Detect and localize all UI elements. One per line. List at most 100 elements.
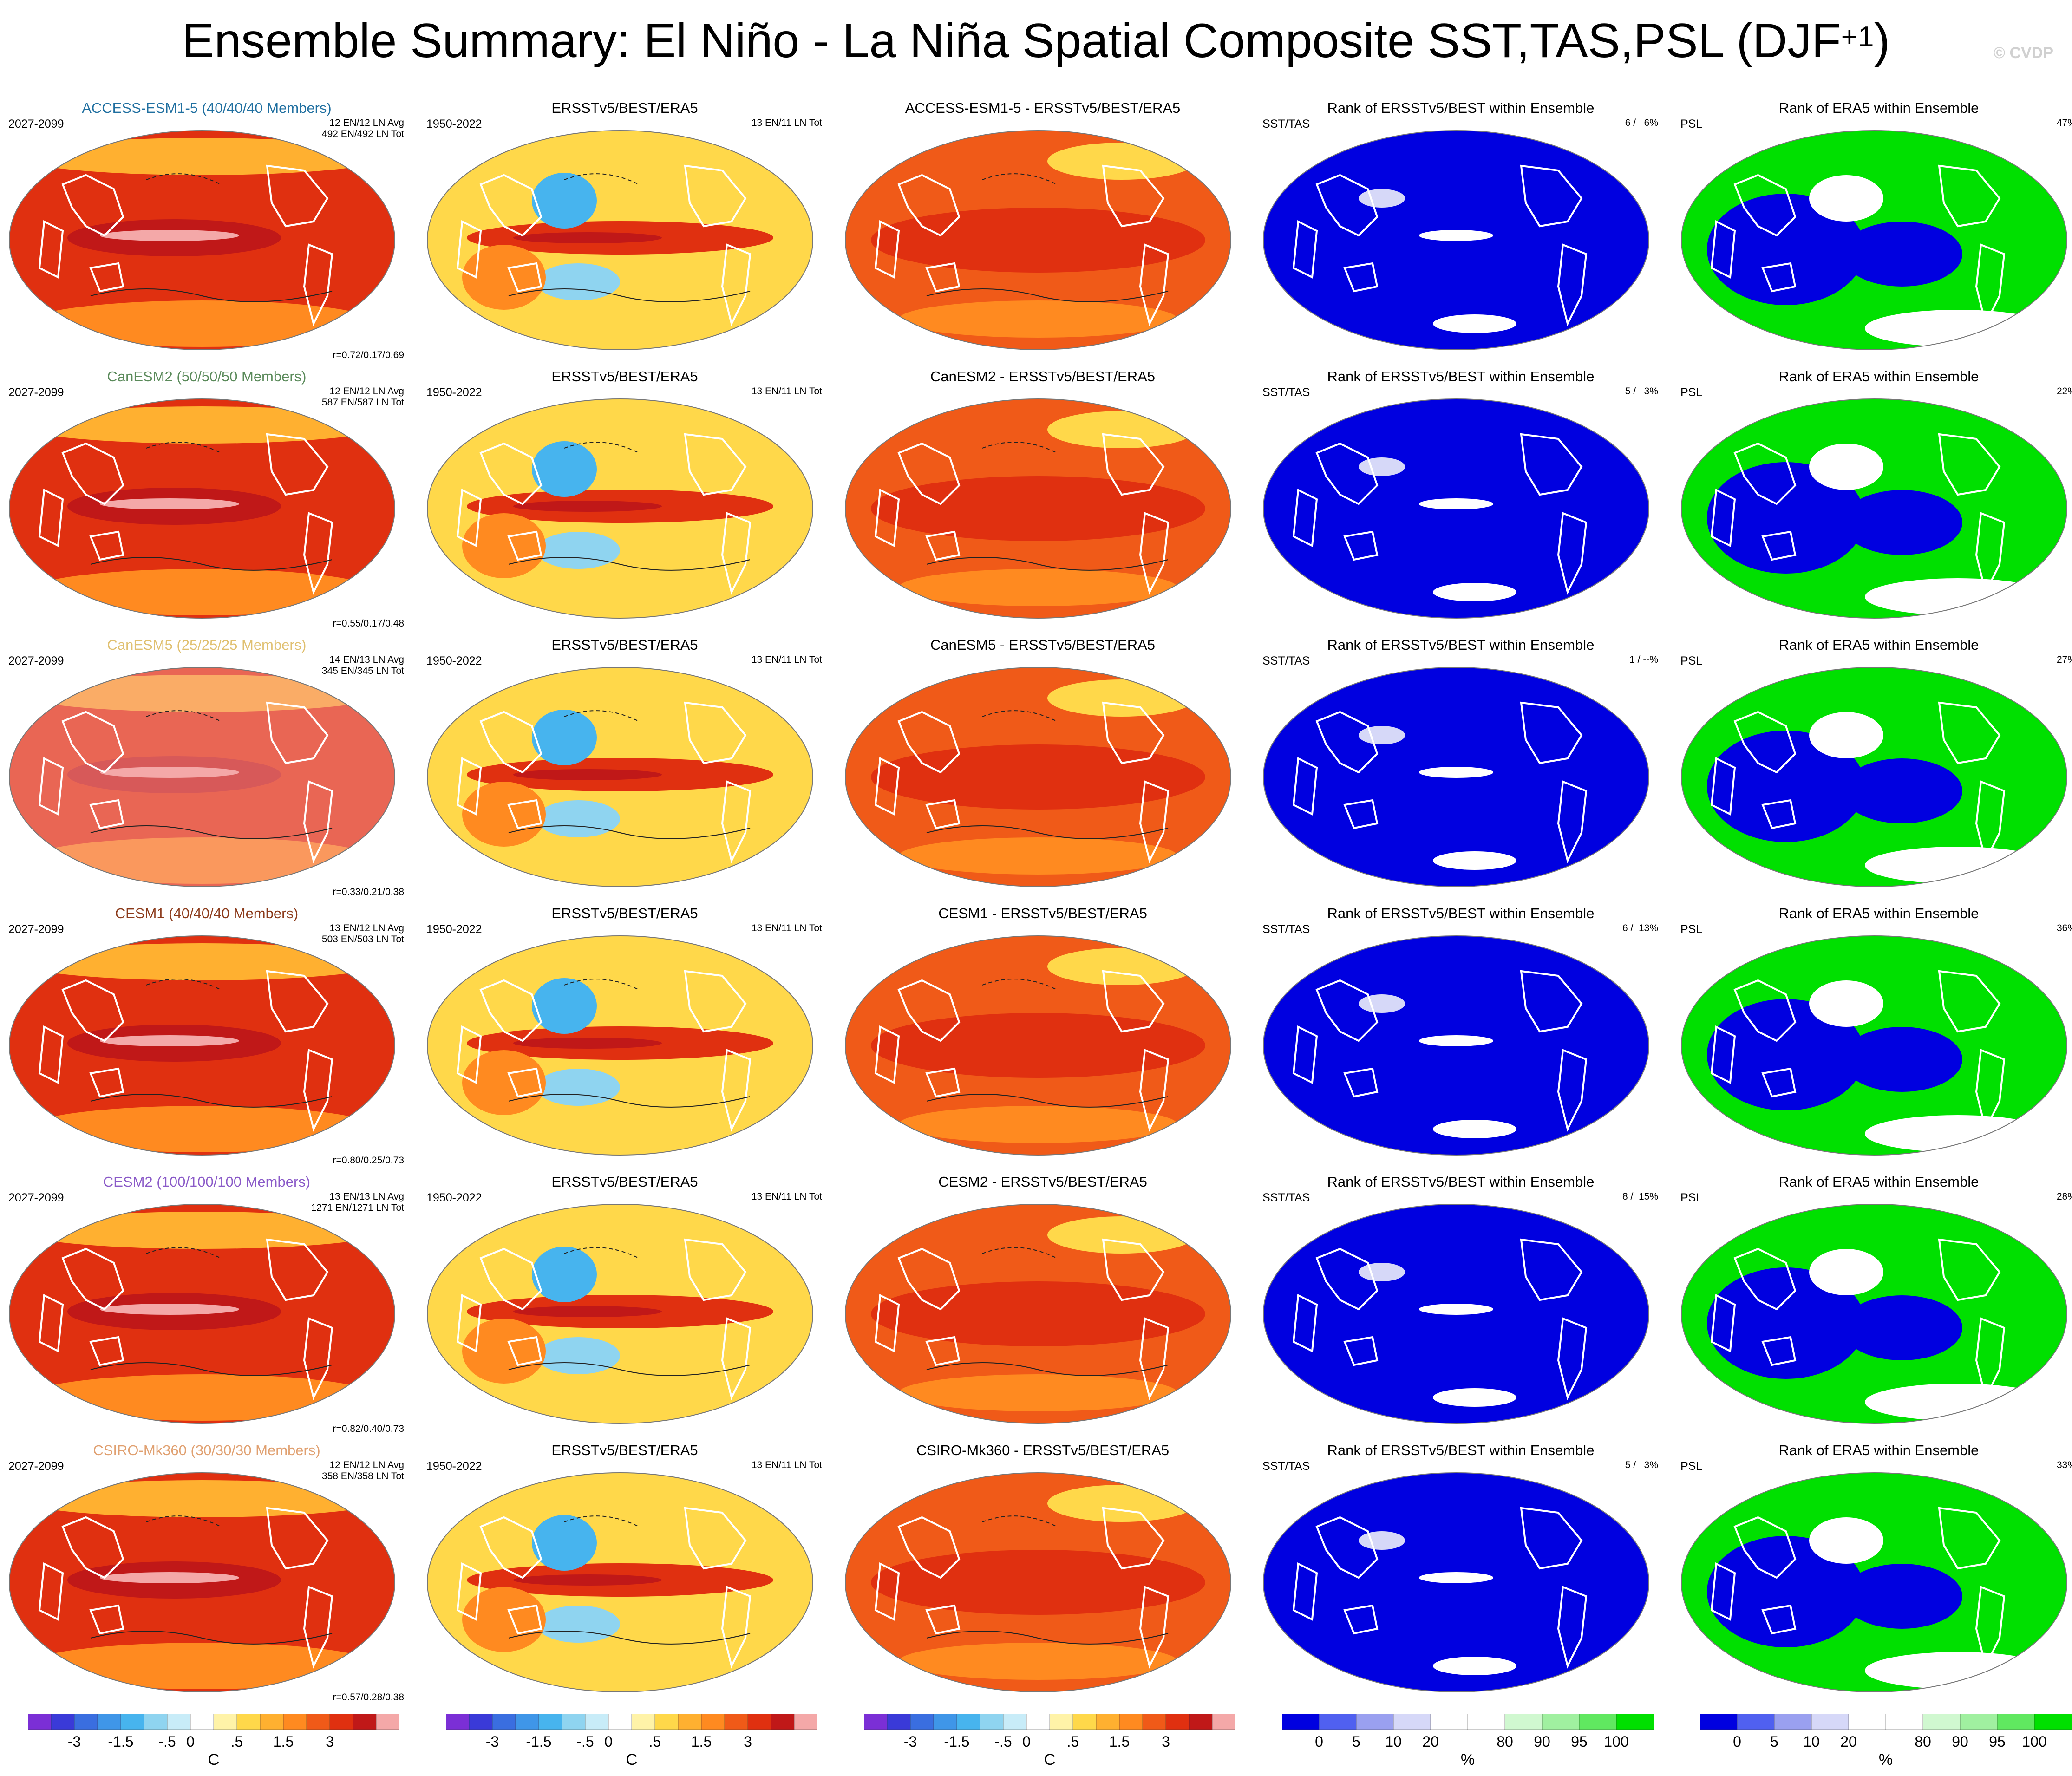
asia-outline [479,1247,543,1311]
colorbar-swatch [747,1714,771,1730]
map-border [1681,667,2067,887]
psl-contour [926,557,1169,571]
period-label: 2027-2099 [8,1191,64,1204]
north-america-outline [1520,1507,1583,1570]
panel-title: Rank of ERA5 within Ensemble [1778,368,1979,385]
australia-outline [925,1067,961,1098]
panel-rankpsl-row-4: Rank of ERA5 within Ensemble PSL 36% [1672,905,2072,1172]
map-border [9,935,395,1156]
panel-title: ERSSTv5/BEST/ERA5 [551,905,698,921]
globe-map [9,398,395,619]
psl-contour [508,1362,751,1376]
map-ranksst [1261,934,1651,1157]
north-america-outline [1102,1507,1165,1570]
map-border [845,1472,1231,1692]
north-america-outline [1938,1507,2001,1570]
north-america-outline [1938,433,2001,496]
map-diff [843,397,1233,620]
colorbar-swatch [1848,1714,1886,1730]
asia-outline [1733,1516,1797,1579]
arctic-diff [1047,948,1196,985]
north-america-outline [266,1507,329,1570]
panel-title: Rank of ERSSTv5/BEST within Ensemble [1327,1174,1595,1190]
period-label: SST/TAS [1262,118,1310,131]
rank-white-eq [1419,498,1493,509]
period-label: SST/TAS [1262,1460,1310,1473]
asia-outline [61,1516,124,1579]
panel-model-row-1: ACCESS-ESM1-5 (40/40/40 Members) 2027-209… [0,100,413,367]
asia-outline [1315,442,1379,505]
rank-low-central [1842,1564,1962,1629]
period-label: SST/TAS [1262,923,1310,936]
rank-value: 47% [2056,118,2072,128]
rank-low-west [1707,194,1865,305]
rank-value: 36% [2056,923,2072,934]
australia-outline [1343,1067,1379,1098]
temp-colorbar-2: -3 -1.5 -.5 0 .5 1.5 3 C [446,1714,817,1769]
event-count: 13 EN/12 LN Avg 503 EN/503 LN Tot [322,923,404,945]
map-border [845,130,1231,350]
panel-model-row-3: CanESM5 (25/25/25 Members) 2027-2099 14 EN… [0,637,413,904]
north-america-outline [1102,970,1165,1033]
colorbar-tick-label: 100 [2022,1733,2047,1750]
rank-value: 28% [2056,1191,2072,1202]
colorbar-swatch [864,1714,888,1730]
period-label: 2027-2099 [8,118,64,131]
map-border [1681,398,2067,619]
arctic-field [16,1480,388,1517]
panel-obs-row-3: ERSSTv5/BEST/ERA5 1950-2022 13 EN/11 LN To… [418,637,831,904]
period-label: PSL [1680,118,1703,131]
period-label: SST/TAS [1262,386,1310,399]
south-america-outline [1557,780,1588,863]
temp-colorbar-1: -3 -1.5 -.5 0 .5 1.5 3 C [28,1714,399,1769]
panel-diff-row-4: CESM1 - ERSSTv5/BEST/ERA5 [836,905,1249,1172]
equatorial-core [513,1574,662,1586]
map-border [427,1204,813,1424]
globe-map [1681,935,2067,1156]
psl-contour [508,1631,751,1645]
map-diff [843,934,1233,1157]
map-obs [425,397,815,620]
rank-white-south [1433,314,1516,333]
north-america-outline [1938,970,2001,1033]
africa-outline [1292,757,1318,816]
map-rankpsl [1679,666,2069,888]
rank-mid-patch [1809,1517,1883,1564]
psl-contour [926,1362,1169,1376]
colorbar-swatch [701,1714,725,1730]
psl-contour [508,288,751,302]
africa-outline [1292,1562,1318,1621]
australia-outline [507,1336,543,1366]
map-border [9,398,395,619]
colorbar-tick-label: 90 [1534,1733,1550,1750]
panel-title: Rank of ERA5 within Ensemble [1778,1174,1979,1190]
colorbar-tick-label: 95 [1571,1733,1588,1750]
rank-low-west [1707,1536,1865,1647]
panel-model-row-6: CSIRO-Mk360 (30/30/30 Members) 2027-2099 1… [0,1442,413,1709]
australia-outline [1343,262,1379,293]
south-america-outline [1557,1586,1588,1669]
asia-outline [1315,979,1379,1042]
psl-contour [508,1094,751,1108]
psl-contour-dashed [146,979,221,990]
psl-contour-dashed [146,1247,221,1259]
panel-obs-row-5: ERSSTv5/BEST/ERA5 1950-2022 13 EN/11 LN To… [418,1174,831,1441]
australia-outline [1343,799,1379,829]
southern-ocean-field [26,837,379,884]
colorbar-swatch [910,1714,934,1730]
globe-map [845,667,1231,887]
event-count: 14 EN/13 LN Avg 345 EN/345 LN Tot [322,654,404,677]
australia-outline [1761,262,1797,293]
australia-outline [1761,799,1797,829]
south-america-outline [1975,243,2006,326]
south-america-outline [303,512,333,595]
period-label: 2027-2099 [8,386,64,399]
rank-low-central [1842,758,1962,823]
map-diff [843,666,1233,888]
psl-contour [926,288,1169,302]
australia-outline [925,1336,961,1366]
psl-contour-dashed [564,979,639,990]
africa-outline [1710,220,1736,279]
globe-map [1681,1472,2067,1692]
north-america-outline [684,1507,747,1570]
